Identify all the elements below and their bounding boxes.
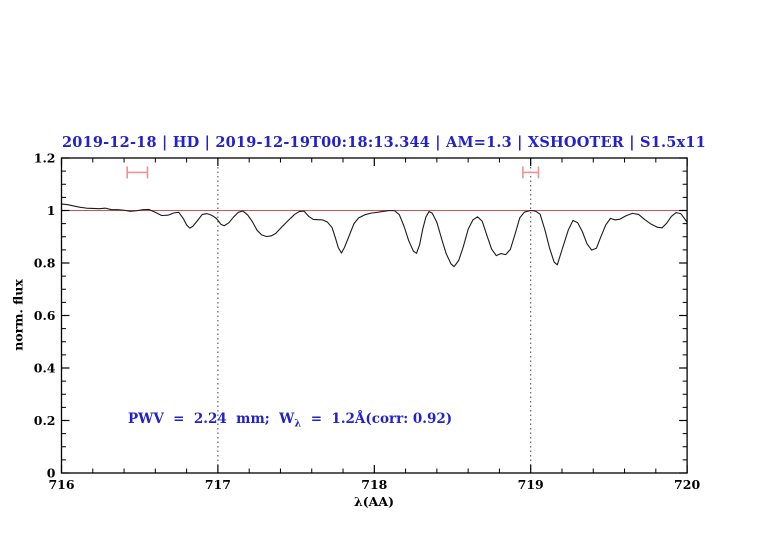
x-tick-label: 720 — [674, 477, 700, 492]
y-tick-label: 0.2 — [34, 413, 56, 428]
y-tick-label: 1.2 — [34, 151, 56, 166]
y-tick-label: 0.6 — [34, 308, 56, 323]
plot-title: 2019-12-18 | HD | 2019-12-19T00:18:13.34… — [62, 134, 706, 151]
x-tick-label: 717 — [205, 477, 231, 492]
lambda-subscript: λ — [294, 418, 302, 430]
pwv-text-left: PWV = 2.24 mm; W — [128, 411, 295, 427]
y-tick-label: 0.8 — [34, 256, 56, 271]
y-axis-label: norm. flux — [10, 279, 26, 351]
y-tick-label: 0.4 — [34, 361, 56, 376]
spectrum-line — [60, 203, 688, 268]
x-tick-label: 719 — [518, 477, 544, 492]
x-axis-label: λ(AA) — [354, 494, 394, 509]
x-tick-label: 718 — [361, 477, 387, 492]
y-tick-label: 0 — [47, 466, 56, 481]
y-tick-label: 1 — [47, 203, 56, 218]
pwv-annotation: PWV = 2.24 mm; Wλ = 1.2Å(corr: 0.92) — [128, 411, 452, 430]
pwv-text-right: = 1.2Å(corr: 0.92) — [301, 411, 453, 427]
x-tick-label: 716 — [48, 477, 74, 492]
